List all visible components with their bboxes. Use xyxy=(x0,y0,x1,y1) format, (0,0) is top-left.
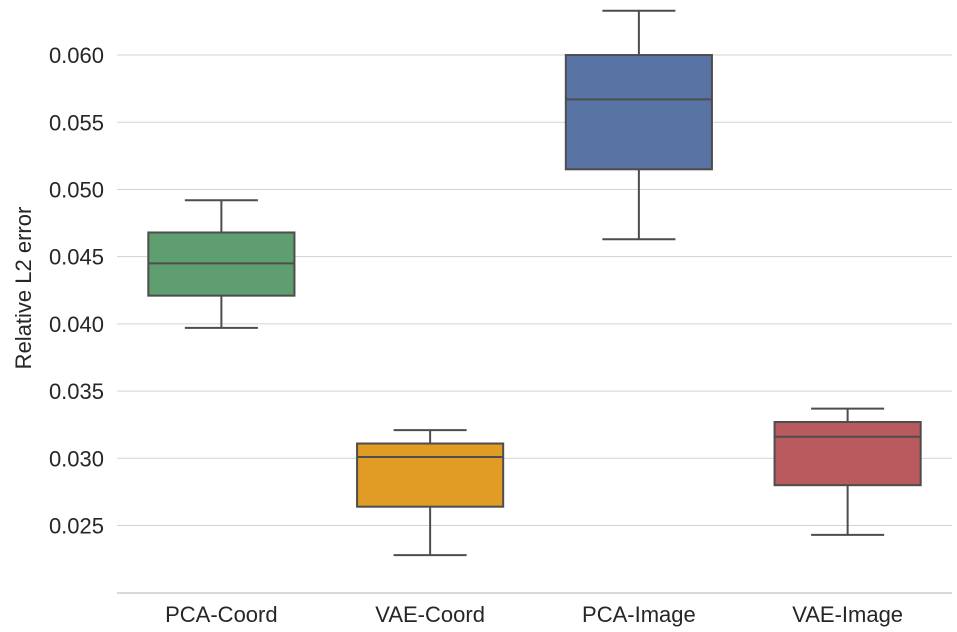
y-tick-label: 0.045 xyxy=(49,245,104,270)
box-pca-coord xyxy=(147,199,296,329)
box-pca-image xyxy=(564,9,713,241)
x-tick-labels: PCA-Coord VAE-Coord PCA-Image VAE-Image xyxy=(165,602,903,627)
x-tick-label: VAE-Image xyxy=(792,602,903,627)
boxes xyxy=(147,9,922,557)
x-tick-label: PCA-Coord xyxy=(165,602,277,627)
box-vae-coord xyxy=(356,429,505,557)
iqr-box xyxy=(356,442,505,508)
iqr-box xyxy=(773,421,922,487)
y-tick-label: 0.055 xyxy=(49,110,104,135)
box-vae-image xyxy=(773,407,922,536)
x-tick-label: VAE-Coord xyxy=(375,602,485,627)
y-axis-label: Relative L2 error xyxy=(11,207,36,370)
y-tick-label: 0.050 xyxy=(49,177,104,202)
x-tick-label: PCA-Image xyxy=(582,602,696,627)
iqr-box xyxy=(564,54,713,171)
y-tick-labels: 0.025 0.030 0.035 0.040 0.045 0.050 0.055 0.060 xyxy=(49,43,104,538)
y-tick-label: 0.030 xyxy=(49,446,104,471)
y-tick-label: 0.040 xyxy=(49,312,104,337)
y-tick-label: 0.060 xyxy=(49,43,104,68)
y-tick-label: 0.035 xyxy=(49,379,104,404)
y-tick-label: 0.025 xyxy=(49,514,104,539)
